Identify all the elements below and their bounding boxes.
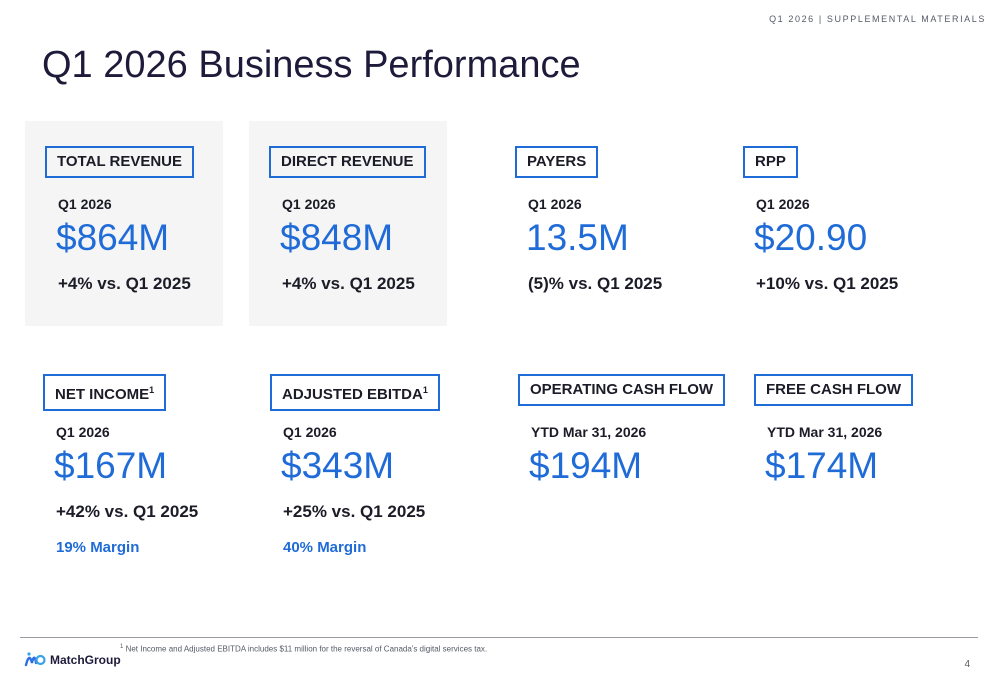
metric-label: ADJUSTED EBITDA1	[270, 374, 440, 411]
metric-card-free-cash-flow: FREE CASH FLOW YTD Mar 31, 2026 $174M	[734, 349, 964, 554]
footnote-marker: 1	[120, 644, 124, 650]
footnote-text: Net Income and Adjusted EBITDA includes …	[125, 644, 488, 654]
metric-card-payers: PAYERS Q1 2026 13.5M (5)% vs. Q1 2025	[495, 121, 693, 326]
metric-card-direct-revenue: DIRECT REVENUE Q1 2026 $848M +4% vs. Q1 …	[249, 121, 447, 326]
metric-period: Q1 2026	[56, 424, 110, 440]
metric-change: +10% vs. Q1 2025	[756, 274, 899, 293]
metric-value: 13.5M	[526, 217, 629, 258]
metric-label: PAYERS	[515, 146, 599, 178]
metric-card-adjusted-ebitda: ADJUSTED EBITDA1 Q1 2026 $343M +25% vs. …	[250, 349, 448, 556]
metric-label-text: NET INCOME	[55, 386, 150, 403]
metric-value: $864M	[56, 217, 170, 258]
metric-value: $848M	[280, 217, 394, 258]
footnote-marker: 1	[422, 385, 428, 395]
metric-margin: 40% Margin	[283, 539, 367, 556]
metric-label: OPERATING CASH FLOW	[518, 374, 726, 406]
metric-change: (5)% vs. Q1 2025	[528, 274, 663, 293]
metric-period: Q1 2026	[528, 196, 582, 212]
metric-change: +4% vs. Q1 2025	[58, 274, 191, 293]
metric-card-total-revenue: TOTAL REVENUE Q1 2026 $864M +4% vs. Q1 2…	[25, 121, 223, 326]
metric-value: $20.90	[754, 217, 868, 258]
metric-value: $174M	[765, 445, 879, 486]
metric-card-rpp: RPP Q1 2026 $20.90 +10% vs. Q1 2025	[723, 121, 921, 326]
metric-card-net-income: NET INCOME1 Q1 2026 $167M +42% vs. Q1 20…	[23, 349, 221, 556]
page-number: 4	[964, 659, 970, 670]
metric-label: FREE CASH FLOW	[754, 374, 913, 406]
metric-value: $194M	[529, 445, 643, 486]
metric-change: +4% vs. Q1 2025	[282, 274, 415, 293]
metric-value: $343M	[281, 445, 395, 486]
metric-period: Q1 2026	[58, 196, 112, 212]
metric-period: Q1 2026	[282, 196, 336, 212]
metric-period: Q1 2026	[756, 196, 810, 212]
footnote: 1 Net Income and Adjusted EBITDA include…	[120, 644, 487, 654]
metric-label: RPP	[743, 146, 798, 178]
page-title: Q1 2026 Business Performance	[42, 44, 581, 86]
metric-period: YTD Mar 31, 2026	[531, 424, 647, 440]
metric-label: TOTAL REVENUE	[45, 146, 195, 178]
header-tag: Q1 2026 | SUPPLEMENTAL MATERIALS	[769, 14, 986, 24]
metric-label: NET INCOME1	[43, 374, 167, 411]
metric-label-text: ADJUSTED EBITDA	[282, 386, 423, 403]
footer-divider	[20, 637, 978, 638]
match-group-logo-icon	[24, 652, 46, 667]
metric-label: DIRECT REVENUE	[269, 146, 426, 178]
footnote-marker: 1	[149, 385, 155, 395]
metric-period: YTD Mar 31, 2026	[767, 424, 883, 440]
metric-card-operating-cash-flow: OPERATING CASH FLOW YTD Mar 31, 2026 $19…	[498, 349, 728, 554]
logo-text: MatchGroup	[50, 653, 121, 667]
company-logo: MatchGroup	[24, 648, 121, 672]
metric-change: +42% vs. Q1 2025	[56, 502, 199, 521]
metric-period: Q1 2026	[283, 424, 337, 440]
metric-change: +25% vs. Q1 2025	[283, 502, 426, 521]
metric-margin: 19% Margin	[56, 539, 140, 556]
metric-value: $167M	[54, 445, 168, 486]
